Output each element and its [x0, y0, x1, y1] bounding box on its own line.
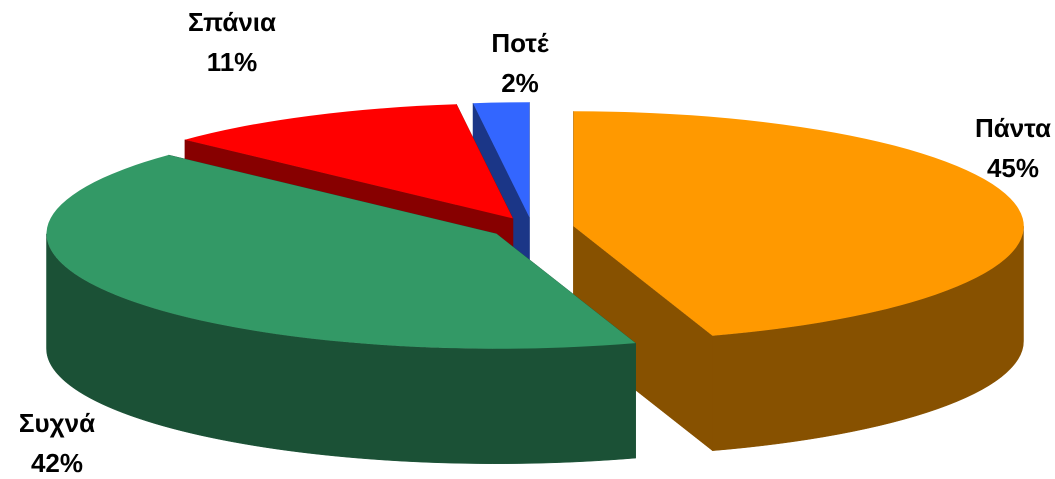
slice-label: Ποτέ	[491, 28, 549, 58]
slice-value-label: 42%	[31, 448, 83, 478]
slice	[46, 155, 636, 349]
slice-value-label: 11%	[207, 47, 258, 77]
slice	[184, 104, 513, 219]
slice	[573, 111, 1024, 336]
slice-label: Σπάνια	[188, 7, 276, 37]
slice-label: Συχνά	[19, 408, 95, 438]
slice-value-label: 2%	[501, 68, 539, 98]
slice	[473, 102, 530, 218]
slice-wall	[46, 233, 636, 464]
slice-label: Πάντα	[975, 113, 1051, 143]
slice-value-label: 45%	[987, 153, 1039, 183]
